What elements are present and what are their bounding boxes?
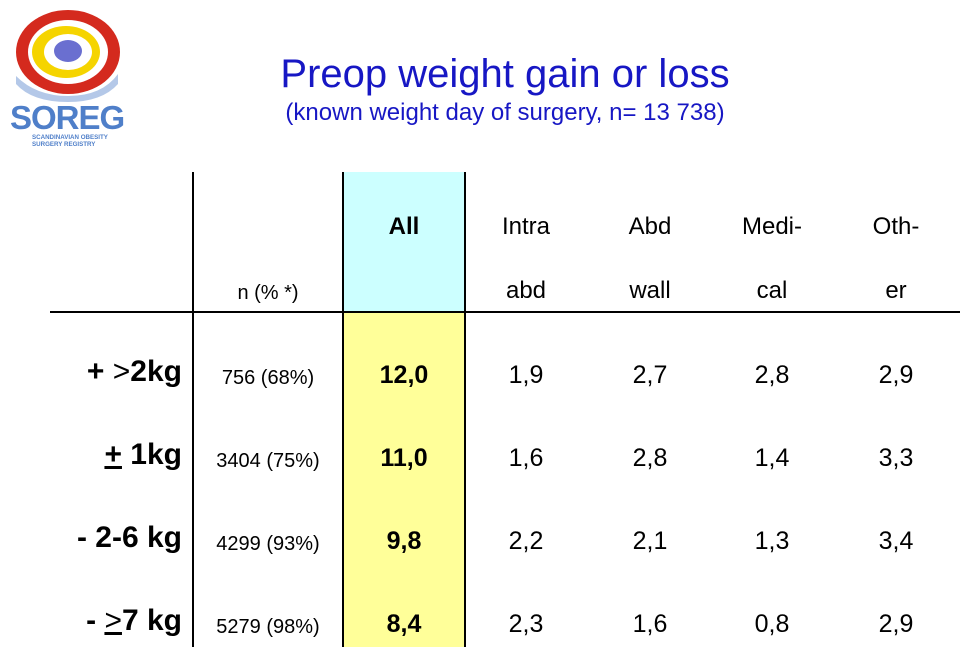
row-label-loss-7kg: - >7 kg [86,604,182,638]
n-column-header: n (% *) [237,282,299,304]
value-intra-abd: 2,2 [508,527,544,555]
logo-wordmark: SOREG [10,99,125,136]
row-n-value: 4299 (93%) [216,533,320,555]
logo-subtitle-2: SURGERY REGISTRY [32,141,96,148]
value-medical: 1,4 [754,444,790,472]
row-amount: 2-6 kg [95,521,182,554]
value-all: 8,4 [386,610,422,638]
value-medical: 2,8 [754,361,790,389]
column-header-intra-abd: Intra [501,213,551,240]
column-header-other-line2: er [885,277,907,304]
value-all: 9,8 [386,527,422,555]
column-header-abd-wall-line2: wall [629,277,671,304]
table-divider-all-right [464,172,466,647]
column-header-abd-wall: Abd [628,213,672,240]
page-subtitle: (known weight day of surgery, n= 13 738) [285,99,725,126]
row-sign: + [104,438,122,471]
value-all: 11,0 [380,444,428,472]
row-amount: 2kg [130,355,182,388]
value-intra-abd: 1,6 [508,444,544,472]
value-abd-wall: 1,6 [632,610,668,638]
value-other: 2,9 [878,361,914,389]
value-medical: 1,3 [754,527,790,555]
table-divider-all-left [342,172,344,647]
column-header-other: Oth- [872,213,920,240]
value-all: 12,0 [379,361,429,389]
table-header-divider [50,311,960,313]
column-header-medical-line2: cal [756,277,788,304]
row-sign: + [86,355,113,388]
value-medical: 0,8 [754,610,790,638]
table-divider-left [192,172,194,647]
row-label-gain-2kg: + >2kg [87,355,182,389]
column-header-intra-abd-line2: abd [505,277,547,304]
row-label-loss-2-6kg: - 2-6 kg [77,521,182,555]
column-header-medical: Medi- [741,213,802,240]
logo-target-icon [16,10,120,102]
row-gte-symbol: > [112,355,131,388]
value-other: 2,9 [878,610,914,638]
value-other: 3,3 [878,444,914,472]
all-column-header-bg [343,172,465,312]
page-title: Preop weight gain or loss [280,52,730,96]
value-abd-wall: 2,1 [632,527,668,555]
value-intra-abd: 1,9 [508,361,544,389]
value-abd-wall: 2,7 [632,361,668,389]
all-column-body-bg [343,312,465,647]
value-other: 3,4 [878,527,914,555]
logo-subtitle-1: SCANDINAVIAN OBESITY [32,134,108,141]
value-intra-abd: 2,3 [508,610,544,638]
row-amount: 1kg [121,438,182,471]
row-n-value: 3404 (75%) [216,450,320,472]
row-n-value: 756 (68%) [221,367,315,389]
row-sign: - [76,521,96,554]
row-n-value: 5279 (98%) [216,616,320,638]
soreg-logo: SOREG SCANDINAVIAN OBESITY SURGERY REGIS… [6,4,125,154]
row-sign: - [86,604,105,637]
row-label-stable-1kg: + 1kg [104,438,182,472]
column-header-all: All [388,213,420,240]
value-abd-wall: 2,8 [632,444,668,472]
row-amount: 7 kg [121,604,182,637]
row-gte-symbol: > [104,604,122,637]
